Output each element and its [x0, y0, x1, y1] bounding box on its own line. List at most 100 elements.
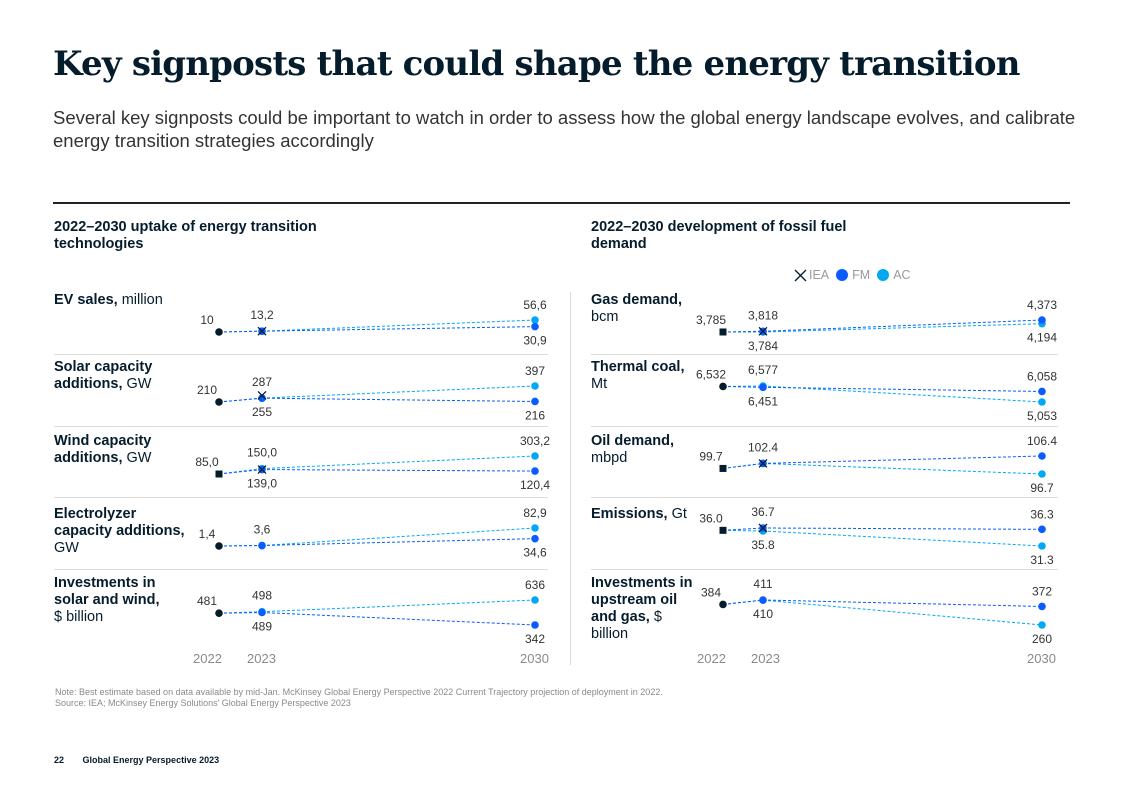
left-row2-label-2030-lower: 120,4	[520, 478, 550, 492]
left-row3-label-2030-upper: 82,9	[523, 506, 547, 520]
right-row4-fm-line-2022-2023	[722, 599, 764, 605]
left-row0-iea-marker-2023	[257, 326, 267, 336]
right-row0-label-2030-upper: 4,373	[1027, 298, 1057, 312]
left-row0-ac-marker-2030	[531, 316, 539, 324]
page-footer: 22 Global Energy Perspective 2023	[54, 755, 235, 765]
right-row3-fm-line-2022-2023	[722, 527, 764, 531]
left-row1-label-2030-upper: 397	[525, 364, 545, 378]
left-row2-ac-line-2023-2030	[261, 455, 536, 470]
left-row4-base-marker-2022	[215, 609, 223, 617]
right-row1-ac-line-2023-2030	[762, 385, 1043, 403]
x-icon	[794, 269, 807, 281]
left-row4-label-2030-lower: 342	[525, 632, 545, 646]
right-row2-ac-line-2023-2030	[762, 462, 1043, 475]
row-label-gas: Gas demand, bcm	[591, 292, 683, 325]
legend-item-fm: FM	[836, 268, 870, 282]
right-row0-fm-line-2023-2030	[762, 319, 1043, 332]
right-row3-label-2030-lower: 31.3	[1030, 553, 1054, 567]
right-row4-label-2023-lower: 410	[753, 607, 773, 621]
left-row2-label-2022: 85,0	[195, 455, 219, 469]
right-row0-ac-line-2023-2030	[762, 323, 1043, 333]
left-row3-base-marker-2022	[215, 542, 223, 550]
legend-item-iea: IEA	[794, 268, 829, 282]
right-row1-fm-line-2023-2030	[762, 386, 1043, 392]
left-row1-base-marker-2022	[215, 398, 223, 406]
right-row3-label-2023-upper: 36.7	[751, 505, 775, 519]
source: Source: IEA; McKinsey Energy Solutions' …	[55, 698, 351, 708]
row-label-solar: Solar capacity additions, GW	[54, 359, 153, 392]
right-row1-label-2030-upper: 6,058	[1027, 369, 1057, 383]
legend-label-fm: FM	[852, 268, 871, 282]
page-number: 22	[54, 755, 65, 765]
left-row2-label-2030-upper: 303,2	[520, 434, 550, 448]
right-row0-iea-marker-2023	[758, 326, 768, 336]
legend-label-ac: AC	[893, 268, 911, 282]
right-row3-base-marker-2022	[719, 526, 727, 534]
row-label-wind: Wind capacity additions, GW	[54, 433, 152, 466]
left-row1-fm-line-2022-2023	[218, 397, 263, 403]
left-row2-base-marker-2022	[215, 470, 223, 478]
left-row0-label-2030-upper: 56,6	[523, 298, 547, 312]
right-row4-label-2022: 384	[701, 585, 721, 599]
header-divider	[53, 202, 1070, 204]
left-row4-fm-line-2022-2023	[218, 612, 263, 614]
left-row0-fm-marker-2030	[531, 322, 539, 331]
left-row2-label-2023-upper: 150,0	[247, 446, 277, 460]
left-row3-fm-marker-2023	[258, 541, 266, 550]
right-row3-ac-marker-2030	[1038, 542, 1046, 550]
row-separator	[54, 426, 548, 427]
left-row2-iea-marker-2023	[257, 465, 267, 475]
left-row4-fm-marker-2023	[258, 608, 266, 617]
x-tick-2030-left: 2030	[520, 651, 549, 666]
right-row1-base-marker-2022	[719, 382, 727, 391]
right-panel-title: 2022–2030 development of fossil fuel dem…	[591, 219, 847, 252]
left-row2-fm-line-2022-2023	[218, 469, 263, 475]
right-row1-fm-marker-2023	[759, 383, 767, 392]
row-separator	[591, 497, 1058, 498]
right-row3-fm-line-2023-2030	[762, 527, 1043, 530]
right-row4-fm-marker-2030	[1038, 602, 1046, 611]
right-row2-label-2030-upper: 106.4	[1027, 434, 1057, 448]
left-row2-label-2023-lower: 139,0	[247, 477, 277, 491]
row-label-coal: Thermal coal, Mt	[591, 359, 685, 392]
x-tick-2030-right: 2030	[1027, 651, 1056, 666]
left-row1-label-2023-lower: 255	[252, 405, 272, 419]
right-row3-iea-marker-2023	[758, 523, 768, 533]
left-row4-fm-marker-2030	[531, 621, 539, 629]
left-row4-fm-line-2023-2030	[261, 612, 536, 626]
note-text: Note: Best estimate based on data availa…	[55, 687, 663, 709]
right-row4-ac-marker-2030	[1038, 621, 1046, 629]
left-row4-label-2022: 481	[197, 594, 217, 608]
row-separator	[54, 354, 548, 355]
right-row2-iea-marker-2023	[758, 458, 768, 468]
right-row1-label-2030-lower: 5,053	[1027, 409, 1057, 423]
right-row4-ac-line-2023-2030	[762, 599, 1043, 626]
right-row2-fm-line-2023-2030	[762, 455, 1043, 464]
left-row1-label-2023-upper: 287	[252, 375, 272, 389]
legend: IEA FM AC	[794, 268, 918, 282]
left-row0-fm-line-2022-2023	[218, 330, 263, 333]
right-row1-fm-marker-2030	[1038, 387, 1046, 396]
left-row0-label-2030-lower: 30,9	[523, 334, 547, 348]
right-row0-fm-marker-2030	[1038, 316, 1046, 324]
row-label-oil: Oil demand, mbpd	[591, 433, 674, 466]
left-row2-ac-marker-2030	[531, 452, 539, 460]
left-row4-label-2023-lower: 489	[252, 620, 272, 634]
right-row4-fm-line-2023-2030	[762, 599, 1043, 607]
left-row2-fm-marker-2030	[531, 467, 539, 475]
left-row1-label-2030-lower: 216	[525, 408, 545, 422]
left-row0-label-2022: 10	[200, 313, 214, 327]
left-row1-fm-marker-2023	[258, 394, 266, 402]
page-title: Key signposts that could shape the energ…	[53, 44, 1020, 84]
x-tick-2023-right: 2023	[751, 651, 780, 666]
row-separator	[591, 426, 1058, 427]
left-row4-ac-marker-2030	[531, 596, 539, 604]
right-row1-label-2023-lower: 6,451	[748, 394, 778, 408]
x-tick-2022-left: 2022	[193, 651, 222, 666]
legend-item-ac: AC	[877, 268, 911, 282]
left-row3-label-2023-upper: 3,6	[254, 523, 271, 537]
left-row1-ac-marker-2030	[531, 382, 539, 390]
left-row0-ac-line-2023-2030	[261, 319, 536, 332]
left-panel-title: 2022–2030 uptake of energy transition te…	[54, 219, 317, 252]
